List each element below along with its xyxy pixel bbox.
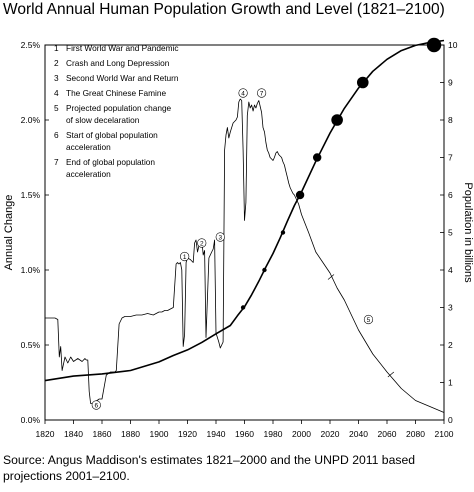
x-tick-label: 2060 <box>378 429 397 439</box>
curve-tick-mark <box>387 371 395 378</box>
x-tick-label: 1820 <box>36 429 55 439</box>
x-tick-label: 2000 <box>292 429 311 439</box>
legend-number: 6 <box>54 130 59 140</box>
legend-number: 4 <box>54 88 59 98</box>
x-tick-label: 1920 <box>178 429 197 439</box>
population-marker <box>240 305 246 310</box>
left-tick-label: 2.5% <box>21 40 41 50</box>
annotation-marker <box>238 88 248 98</box>
right-tick-label: 4 <box>448 265 453 275</box>
annotation-marker <box>257 88 267 98</box>
x-tick-label: 1980 <box>264 429 283 439</box>
annotation-label: 4 <box>241 91 245 98</box>
legend-number: 3 <box>54 73 59 83</box>
x-tick-label: 1940 <box>207 429 226 439</box>
left-axis-label: Annual Change <box>3 195 15 271</box>
legend-entry: First World War and Pandemic <box>66 43 179 53</box>
left-tick-label: 2.0% <box>21 115 41 125</box>
legend-number: 2 <box>54 58 59 68</box>
legend-entry: acceleration <box>66 169 111 179</box>
right-tick-label: 3 <box>448 303 453 313</box>
population-marker <box>356 76 369 89</box>
annotation-label: 6 <box>94 403 98 410</box>
annotation-marker <box>363 314 374 325</box>
legend-number: 7 <box>54 157 59 167</box>
population-marker <box>312 153 322 162</box>
left-tick-label: 1.0% <box>21 265 41 275</box>
source-note: Source: Angus Maddison's estimates 1821–… <box>3 453 416 483</box>
right-tick-label: 0 <box>448 415 453 425</box>
population-marker <box>295 190 305 200</box>
curve-tick-mark <box>327 274 335 280</box>
population-line <box>44 39 445 382</box>
annotation-marker <box>180 251 190 262</box>
x-tick-label: 2100 <box>435 429 454 439</box>
x-tick-label: 1900 <box>150 429 169 439</box>
plot-frame <box>44 44 445 421</box>
right-tick-label: 2 <box>448 340 453 350</box>
annotation-label: 3 <box>218 235 222 242</box>
annotation-label: 5 <box>367 317 371 324</box>
annotation-label: 7 <box>260 91 264 98</box>
right-tick-label: 8 <box>448 115 453 125</box>
x-tick-label: 2040 <box>349 429 368 439</box>
annotation-label: 1 <box>183 254 187 261</box>
annotation-marker <box>91 400 101 410</box>
x-tick-label: 2080 <box>406 429 425 439</box>
annotation-marker <box>215 232 225 242</box>
legend-entry: End of global population <box>66 157 155 167</box>
legend-entry: The Great Chinese Famine <box>66 88 166 98</box>
right-tick-label: 5 <box>448 228 453 238</box>
left-tick-label: 0.0% <box>21 415 41 425</box>
population-marker <box>280 230 286 235</box>
legend-entry: acceleration <box>66 142 111 152</box>
annotation-marker <box>197 238 207 248</box>
right-tick-label: 6 <box>448 190 453 200</box>
legend-number: 1 <box>54 43 59 53</box>
right-tick-label: 9 <box>448 78 453 88</box>
right-tick-label: 7 <box>448 153 453 163</box>
annotation-label: 2 <box>200 241 204 248</box>
right-tick-label: 10 <box>448 40 458 50</box>
x-tick-label: 1860 <box>93 429 112 439</box>
population-marker <box>262 267 267 273</box>
left-tick-label: 1.5% <box>21 190 41 200</box>
x-tick-label: 1960 <box>235 429 254 439</box>
legend-entry: Projected population change <box>66 103 172 113</box>
legend-entry: Crash and Long Depression <box>66 58 170 68</box>
population-marker <box>426 37 442 53</box>
x-tick-label: 1840 <box>64 429 83 439</box>
left-tick-label: 0.5% <box>21 340 41 350</box>
legend-entry: Start of global population <box>66 130 158 140</box>
population-marker <box>331 114 343 126</box>
legend-entry: Second World War and Return <box>66 73 179 83</box>
right-axis-label: Population in billions <box>462 182 474 283</box>
legend-entry: of slow decelaration <box>66 115 140 125</box>
legend-number: 5 <box>54 103 59 113</box>
chart-title: World Annual Human Population Growth and… <box>3 1 445 18</box>
x-tick-label: 1880 <box>121 429 140 439</box>
right-tick-label: 1 <box>448 378 453 388</box>
x-tick-label: 2020 <box>321 429 340 439</box>
